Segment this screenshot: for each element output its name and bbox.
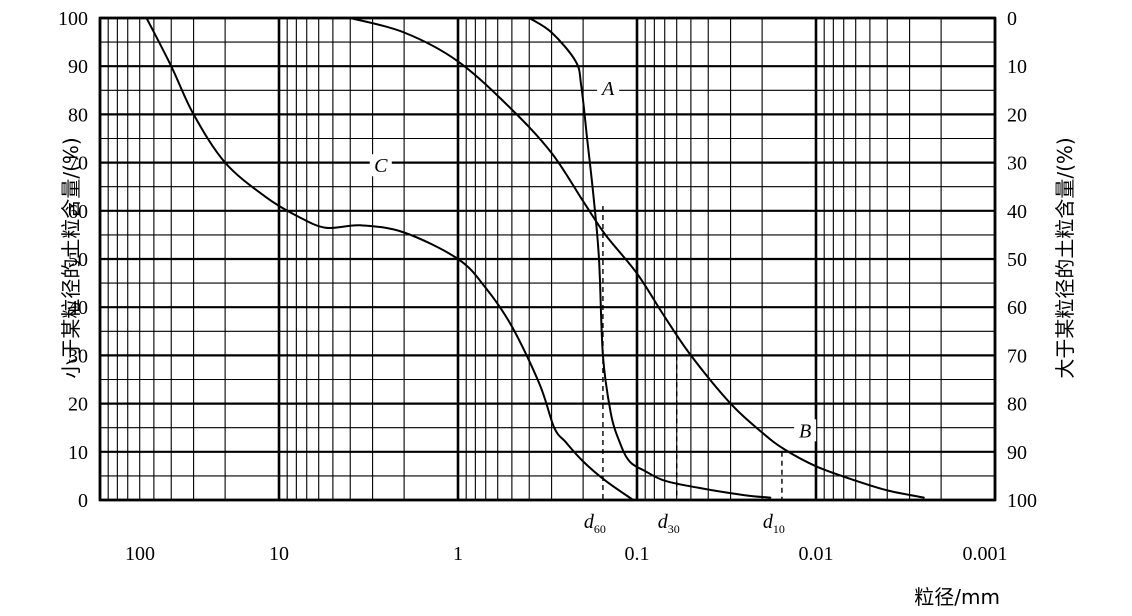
y-tick-label: 40 [68, 297, 88, 319]
y2-tick-label: 40 [1007, 201, 1027, 223]
curve-label-bg [369, 154, 392, 177]
y-tick-label: 0 [78, 490, 88, 512]
x-axis-title: 粒径/mm [914, 585, 1000, 609]
x-tick-label: 0.01 [799, 543, 834, 565]
reference-label-d30: d30 [658, 511, 680, 536]
curves [145, 17, 925, 501]
grid [98, 16, 997, 502]
plot-frame [98, 16, 997, 502]
y-axis-title: 小于某粒径的土粒含量/(%) [59, 137, 83, 378]
y2-tick-label: 80 [1007, 394, 1027, 416]
y-tick-label: 70 [68, 153, 88, 175]
x-tick-label: 0.1 [625, 543, 650, 565]
curve-label-c: C [374, 155, 388, 177]
y-tick-label: 80 [68, 104, 88, 126]
y-tick-label: 30 [68, 345, 88, 367]
curve-a [528, 17, 772, 499]
x-tick-label: 100 [125, 543, 155, 565]
y2-tick-label: 0 [1007, 8, 1017, 30]
y-tick-label: 60 [68, 201, 88, 223]
curve-label-b: B [799, 420, 811, 442]
y-tick-label: 10 [68, 442, 88, 464]
reference-label-d10: d10 [763, 511, 785, 536]
y2-tick-label: 50 [1007, 249, 1027, 271]
tick-labels: 0102030405060708090100100908070605040302… [58, 8, 1037, 565]
y2-tick-label: 10 [1007, 56, 1027, 78]
y-tick-label: 50 [68, 249, 88, 271]
curve-c [145, 17, 635, 501]
x-tick-label: 10 [269, 543, 289, 565]
y2-axis-title: 大于某粒径的土粒含量/(%) [1053, 137, 1077, 378]
curve-label-a: A [600, 78, 615, 100]
y2-tick-label: 30 [1007, 153, 1027, 175]
curve-b [349, 17, 925, 499]
x-tick-label: 0.001 [963, 543, 1008, 565]
y2-tick-label: 100 [1007, 490, 1037, 512]
y-tick-label: 100 [58, 8, 88, 30]
y2-tick-label: 20 [1007, 104, 1027, 126]
y2-tick-label: 90 [1007, 442, 1027, 464]
reference-label-d60: d60 [584, 511, 606, 536]
curve-labels: A B C [369, 77, 817, 442]
x-tick-label: 1 [453, 543, 463, 565]
curve-label-bg [794, 419, 817, 442]
y2-tick-label: 70 [1007, 345, 1027, 367]
y-tick-label: 90 [68, 56, 88, 78]
curve-label-bg [597, 77, 620, 100]
y-tick-label: 20 [68, 394, 88, 416]
y2-tick-label: 60 [1007, 297, 1027, 319]
